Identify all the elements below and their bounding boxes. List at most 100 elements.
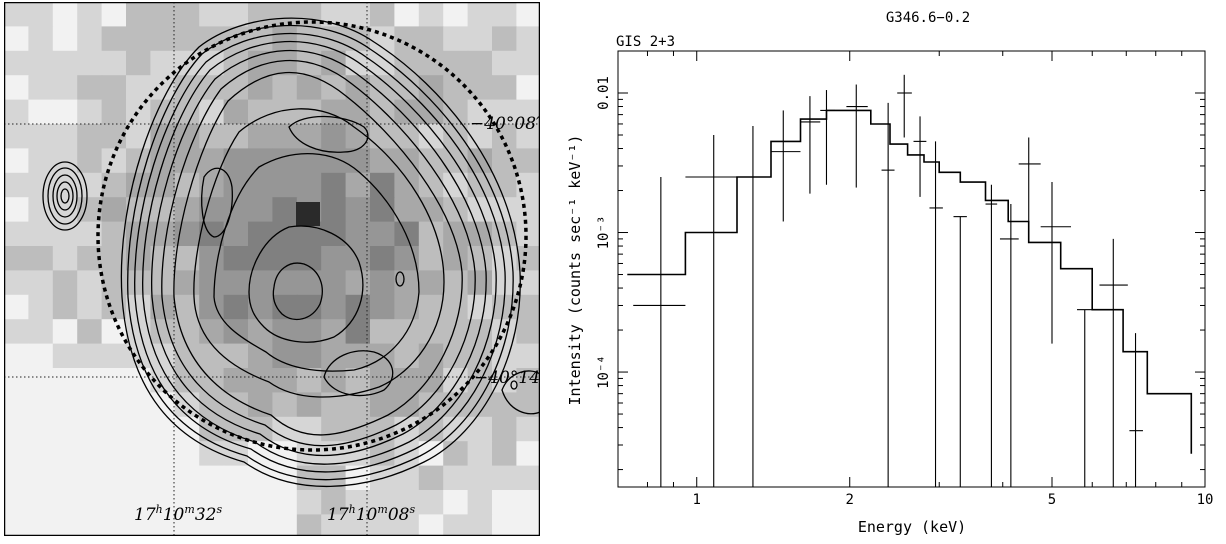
xray-pixel <box>272 197 298 223</box>
data-point <box>1018 137 1041 227</box>
xray-pixel <box>4 197 29 223</box>
xray-pixel <box>418 172 444 198</box>
xray-pixel <box>516 514 540 536</box>
xray-pixel <box>492 416 517 442</box>
xray-pixel <box>174 172 200 198</box>
xray-pixel <box>28 319 54 345</box>
xray-pixel <box>52 221 78 247</box>
xray-pixel <box>150 514 176 536</box>
xray-pixel <box>370 221 395 247</box>
xray-pixel <box>150 441 176 467</box>
xray-pixel <box>199 465 225 491</box>
xray-pixel <box>150 270 176 296</box>
xray-pixel <box>174 221 200 247</box>
x-tick-label: 5 <box>1048 492 1056 508</box>
xray-pixel <box>28 197 54 223</box>
xray-pixel <box>52 50 78 76</box>
xray-pixel <box>28 465 54 491</box>
data-point <box>685 135 737 487</box>
xray-pixel <box>443 172 469 198</box>
xray-pixel <box>272 172 298 198</box>
xray-pixel <box>516 343 540 369</box>
xray-pixel <box>223 319 249 345</box>
xray-image: −40°08′ −40°14′ 17h10m32s 17h10m08s <box>3 1 541 537</box>
xray-pixel <box>4 270 29 296</box>
data-points <box>633 74 1143 487</box>
xray-pixel <box>150 50 176 76</box>
data-point <box>820 90 835 185</box>
xray-pixel <box>443 2 469 27</box>
xray-pixel <box>101 416 127 442</box>
xray-pixel <box>345 2 371 27</box>
xray-pixel <box>418 514 444 536</box>
xray-pixel <box>223 2 249 27</box>
xray-pixel <box>52 319 78 345</box>
xray-pixel <box>248 246 273 271</box>
xray-pixel <box>296 172 322 198</box>
xray-pixel <box>28 148 54 174</box>
data-point <box>897 74 912 138</box>
x-tick-label: 1 <box>693 492 701 508</box>
xray-pixel <box>492 75 517 101</box>
xray-pixel <box>248 124 273 149</box>
xray-pixel <box>418 294 444 320</box>
xray-pixel <box>52 416 78 442</box>
xray-pixel <box>28 2 54 27</box>
data-point <box>881 102 895 487</box>
xray-pixel <box>394 270 420 296</box>
xray-pixel <box>467 441 493 467</box>
data-point <box>929 141 943 487</box>
xray-pixel <box>467 416 493 442</box>
xray-pixel <box>28 441 54 467</box>
xray-pixel <box>4 465 29 491</box>
data-point <box>633 177 686 487</box>
xray-pixel <box>272 343 298 369</box>
xray-pixel <box>443 246 469 271</box>
xray-pixel <box>321 490 347 515</box>
xray-pixel <box>516 490 540 515</box>
xray-pixel <box>77 465 103 491</box>
xray-pixel <box>321 124 347 149</box>
xray-pixel <box>101 124 127 149</box>
data-point <box>846 84 868 188</box>
xray-pixel <box>345 50 371 76</box>
xray-pixel <box>77 490 103 515</box>
xray-pixel <box>223 294 249 320</box>
xray-pixel <box>467 270 493 296</box>
xray-pixel <box>370 2 395 27</box>
xray-pixel <box>126 270 151 296</box>
xray-pixel <box>52 26 78 52</box>
xray-pixel <box>223 270 249 296</box>
xray-pixel <box>126 416 151 442</box>
xray-pixel <box>28 221 54 247</box>
dec-label-0814: −40°14′ <box>474 368 540 388</box>
xray-pixel <box>77 124 103 149</box>
xray-pixel <box>272 319 298 345</box>
x-tick-label: 10 <box>1197 492 1214 508</box>
xray-pixel <box>4 490 29 515</box>
xray-pixel <box>394 172 420 198</box>
xray-pixel <box>52 75 78 101</box>
xray-pixel <box>28 124 54 149</box>
model-step-group <box>627 109 1193 454</box>
xray-pixel <box>126 197 151 223</box>
xray-pixel <box>52 392 78 418</box>
xray-pixel <box>52 368 78 393</box>
xray-pixel <box>370 270 395 296</box>
xray-pixel <box>394 514 420 536</box>
xray-pixel <box>345 368 371 393</box>
xray-pixel <box>516 368 540 393</box>
xray-pixel <box>345 172 371 198</box>
xray-pixel <box>174 270 200 296</box>
xray-pixel <box>296 26 322 52</box>
xray-pixel <box>174 514 200 536</box>
xray-pixel <box>296 343 322 369</box>
xray-pixel <box>101 270 127 296</box>
dec-label-0808: −40°08′ <box>470 114 540 134</box>
xray-pixel <box>77 75 103 101</box>
xray-pixel <box>321 26 347 52</box>
xray-pixel <box>394 368 420 393</box>
xray-pixel <box>370 124 395 149</box>
xray-pixel <box>345 197 371 223</box>
xray-pixel <box>248 197 273 223</box>
